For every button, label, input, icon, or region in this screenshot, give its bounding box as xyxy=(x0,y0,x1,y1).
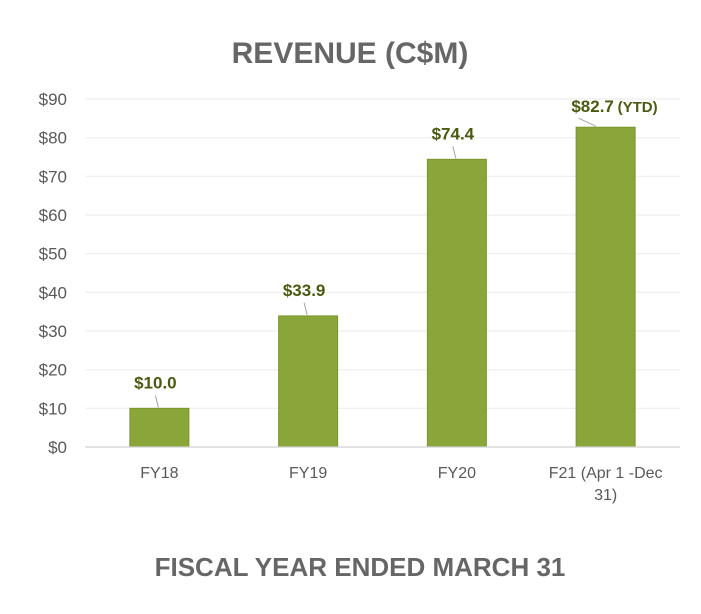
bar xyxy=(278,315,339,448)
y-tick-label: $40 xyxy=(39,283,67,302)
x-axis-ticks: FY18 FY19 FY20 F21 (Apr 1 -Dec 31) xyxy=(140,465,662,504)
x-tick-label: FY18 xyxy=(140,465,178,482)
x-tick-label: FY19 xyxy=(289,465,327,482)
data-label: $10.0 xyxy=(134,373,177,392)
leader-line xyxy=(154,395,159,408)
data-label: $74.4 xyxy=(432,124,475,143)
y-tick-label: $20 xyxy=(39,361,67,380)
x-tick-label: FY20 xyxy=(438,465,476,482)
y-tick-label: $30 xyxy=(39,322,67,341)
y-axis-ticks: $0 $10 $20 $30 $40 $50 $60 $70 $80 $90 xyxy=(39,90,67,457)
bar xyxy=(129,407,190,448)
data-label: $82.7 xyxy=(571,97,614,116)
gridlines xyxy=(85,98,680,409)
x-axis-title: FISCAL YEAR ENDED MARCH 31 xyxy=(155,552,566,582)
y-tick-label: $70 xyxy=(39,167,67,186)
y-tick-label: $90 xyxy=(39,90,67,109)
x-tick-label: F21 (Apr 1 -Dec xyxy=(549,465,663,482)
data-label: $33.9 xyxy=(283,281,326,300)
bar xyxy=(575,126,636,448)
chart-title: REVENUE (C$M) xyxy=(232,37,469,70)
y-tick-label: $50 xyxy=(39,245,67,264)
y-tick-label: $80 xyxy=(39,129,67,148)
bars xyxy=(129,126,636,448)
leader-line xyxy=(303,302,308,316)
y-tick-label: $60 xyxy=(39,206,67,225)
ytd-annotation: (YTD) xyxy=(618,99,658,116)
y-tick-label: $10 xyxy=(39,399,67,418)
y-tick-label: $0 xyxy=(48,438,67,457)
x-tick-label: 31) xyxy=(594,487,617,504)
leader-line xyxy=(452,146,457,159)
data-labels: $10.0 $33.9 $74.4 $82.7 (YTD) xyxy=(134,97,658,392)
leader-lines xyxy=(154,117,596,408)
bar xyxy=(426,158,487,448)
leader-line xyxy=(578,117,596,127)
